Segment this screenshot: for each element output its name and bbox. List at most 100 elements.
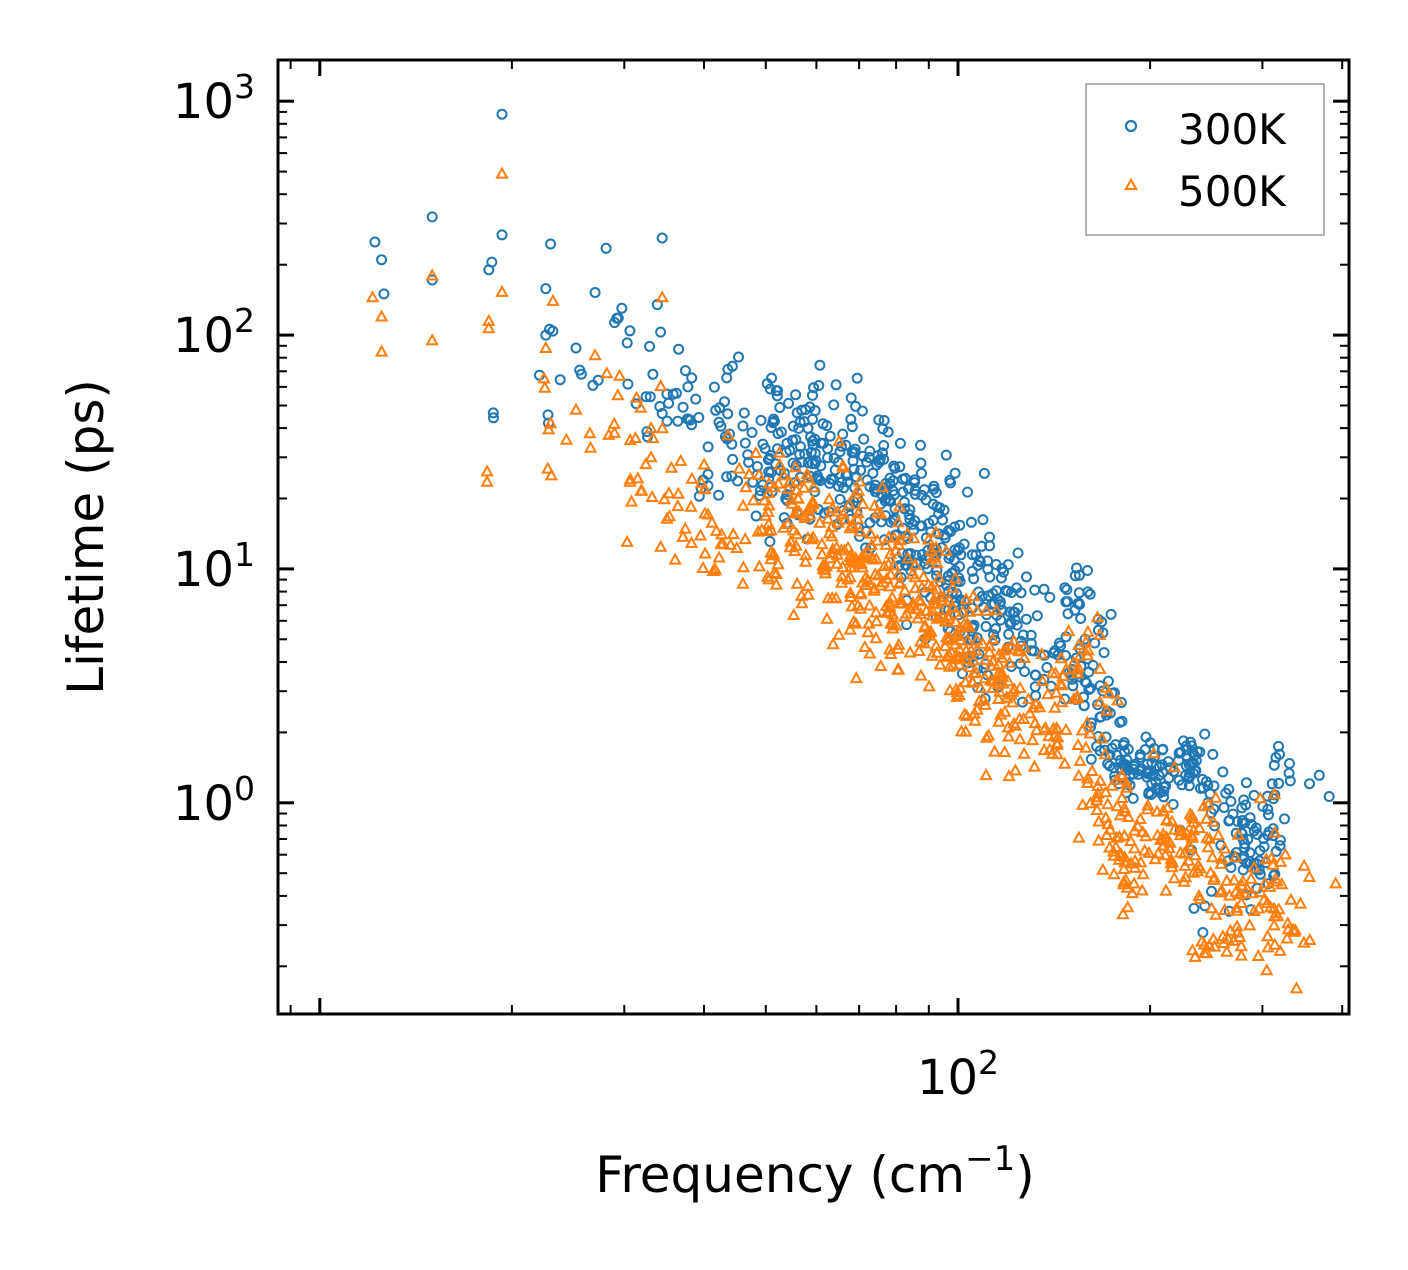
data-point-500k [925,579,939,592]
data-point-500k [1121,809,1135,822]
data-point-300k [1085,682,1096,694]
data-point-500k [1025,733,1040,746]
data-point-500k [694,475,709,488]
data-point-300k [1158,785,1170,797]
data-point-500k [1240,881,1254,894]
data-point-500k [1259,852,1274,865]
data-point-500k [906,595,920,608]
data-point-500k [1267,787,1282,800]
data-point-300k [1059,582,1071,594]
data-point-300k [974,556,986,568]
data-point-500k [972,694,986,707]
series-500k [365,166,1343,994]
data-point-500k [746,493,761,506]
data-point-500k [1220,873,1234,886]
data-point-500k [684,499,698,512]
data-point-500k [979,603,993,616]
data-point-300k [977,514,989,526]
data-point-500k [1053,676,1067,689]
data-point-500k [933,657,947,670]
data-point-300k [1160,780,1172,792]
data-point-500k [992,647,1006,660]
data-point-500k [849,671,863,684]
data-point-300k [715,420,727,432]
data-point-500k [801,587,815,600]
data-point-300k [1017,629,1029,641]
data-point-500k [982,645,997,658]
data-point-500k [1058,756,1072,769]
data-point-300k [864,445,876,457]
data-point-300k [909,488,921,500]
data-point-500k [843,549,857,562]
data-point-300k [821,420,833,432]
data-point-500k [1013,644,1027,657]
data-point-500k [1073,753,1087,766]
data-point-500k [620,534,634,547]
data-point-500k [1080,648,1095,661]
data-point-300k [719,431,731,443]
data-point-500k [1085,763,1099,776]
data-point-500k [480,474,494,487]
data-point-500k [1199,811,1214,824]
data-point-500k [847,614,861,627]
legend: 300K 500K [1085,83,1325,236]
data-point-300k [764,383,776,395]
data-point-300k [1067,680,1079,692]
data-point-500k [1117,861,1131,874]
data-point-500k [1200,945,1214,958]
data-point-500k [664,460,679,473]
data-point-500k [1218,841,1232,854]
data-point-300k [771,390,783,402]
data-point-300k [682,381,694,393]
data-point-300k [1006,587,1017,598]
data-point-500k [1273,943,1287,956]
data-point-300k [998,566,1009,578]
data-point-500k [1070,662,1084,675]
data-point-500k [639,457,653,470]
data-point-300k [848,463,860,475]
data-point-500k [701,507,715,520]
data-point-300k [1073,587,1085,599]
data-point-300k [1268,759,1280,771]
data-point-300k [686,419,698,431]
data-point-300k [1009,614,1021,626]
data-point-300k [897,473,909,485]
data-point-500k [1109,772,1124,785]
data-point-300k [934,502,946,514]
data-point-500k [956,604,970,617]
data-point-300k [1087,659,1099,671]
data-point-500k [1216,929,1230,942]
data-point-300k [1110,739,1122,751]
data-point-500k [1188,949,1202,962]
data-point-300k [496,108,508,120]
data-point-500k [1228,850,1243,863]
data-point-500k [1093,627,1107,640]
data-point-500k [1128,860,1142,873]
data-point-500k [634,400,648,413]
data-point-300k [611,312,623,324]
data-point-500k [1133,811,1147,824]
data-point-500k [726,527,740,540]
data-point-300k [369,236,381,248]
data-point-300k [834,493,846,505]
data-point-300k [1273,740,1284,752]
data-point-500k [800,467,814,480]
data-point-500k [996,676,1010,689]
data-point-500k [769,577,783,590]
data-point-500k [761,524,776,537]
data-point-500k [1114,847,1128,860]
data-point-300k [426,211,438,223]
data-point-300k [1254,868,1266,880]
data-point-500k [1000,641,1014,654]
data-point-500k [989,603,1004,616]
data-point-500k [1071,737,1085,750]
points-layer [365,108,1343,994]
data-point-500k [730,540,744,553]
data-point-500k [1156,832,1170,845]
data-point-500k [1096,862,1110,875]
data-point-500k [908,570,922,583]
data-point-300k [1156,759,1168,771]
data-point-300k [867,467,879,479]
data-point-500k [874,506,888,519]
data-point-500k [978,652,993,665]
